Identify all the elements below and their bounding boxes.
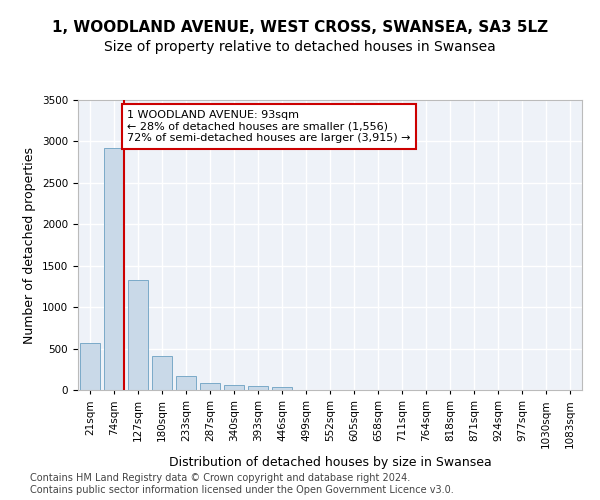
Bar	[80, 343, 100, 390]
Bar	[272, 386, 292, 390]
Text: 1, WOODLAND AVENUE, WEST CROSS, SWANSEA, SA3 5LZ: 1, WOODLAND AVENUE, WEST CROSS, SWANSEA,…	[52, 20, 548, 35]
Text: Size of property relative to detached houses in Swansea: Size of property relative to detached ho…	[104, 40, 496, 54]
X-axis label: Distribution of detached houses by size in Swansea: Distribution of detached houses by size …	[169, 456, 491, 469]
Bar	[128, 280, 148, 390]
Bar	[104, 148, 124, 390]
Text: Contains HM Land Registry data © Crown copyright and database right 2024.
Contai: Contains HM Land Registry data © Crown c…	[30, 474, 454, 495]
Bar	[152, 356, 172, 390]
Bar	[248, 386, 268, 390]
Bar	[200, 384, 220, 390]
Bar	[176, 376, 196, 390]
Y-axis label: Number of detached properties: Number of detached properties	[23, 146, 37, 344]
Text: 1 WOODLAND AVENUE: 93sqm
← 28% of detached houses are smaller (1,556)
72% of sem: 1 WOODLAND AVENUE: 93sqm ← 28% of detach…	[127, 110, 410, 143]
Bar	[224, 386, 244, 390]
